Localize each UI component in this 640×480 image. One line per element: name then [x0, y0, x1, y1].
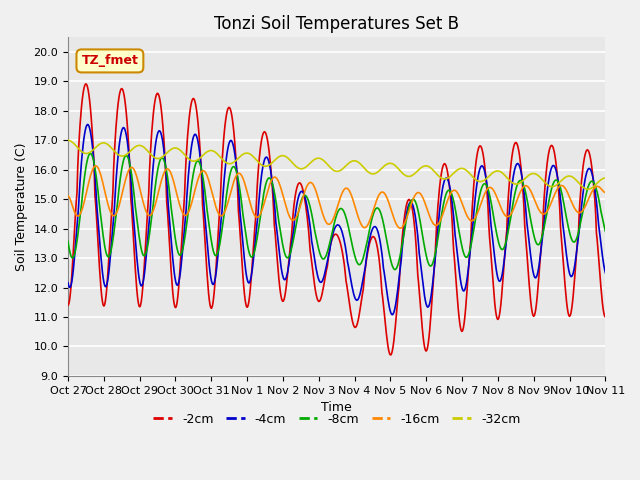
- Y-axis label: Soil Temperature (C): Soil Temperature (C): [15, 143, 28, 271]
- -4cm: [403, 207, 411, 213]
- -4cm: [419, 282, 427, 288]
- -16cm: [130, 166, 138, 172]
- -2cm: [602, 314, 609, 320]
- -32cm: [418, 165, 426, 170]
- -8cm: [184, 208, 192, 214]
- -16cm: [64, 193, 72, 199]
- -32cm: [184, 155, 191, 161]
- Line: -32cm: -32cm: [68, 140, 605, 189]
- Line: -4cm: -4cm: [68, 124, 605, 315]
- Text: TZ_fmet: TZ_fmet: [81, 54, 138, 67]
- -2cm: [213, 253, 221, 259]
- -4cm: [388, 312, 396, 318]
- -4cm: [64, 280, 72, 286]
- -32cm: [584, 186, 592, 192]
- -32cm: [64, 137, 72, 143]
- -8cm: [64, 239, 72, 244]
- -2cm: [64, 302, 72, 308]
- -8cm: [602, 228, 609, 234]
- -16cm: [397, 225, 404, 231]
- -2cm: [184, 124, 192, 130]
- -16cm: [74, 213, 81, 219]
- -16cm: [184, 210, 192, 216]
- -8cm: [391, 266, 399, 272]
- -32cm: [74, 145, 81, 151]
- -16cm: [213, 206, 221, 212]
- -16cm: [419, 195, 427, 201]
- -8cm: [403, 212, 411, 217]
- Title: Tonzi Soil Temperatures Set B: Tonzi Soil Temperatures Set B: [214, 15, 460, 33]
- Line: -8cm: -8cm: [68, 154, 605, 269]
- -32cm: [602, 175, 609, 181]
- -4cm: [84, 121, 92, 127]
- X-axis label: Time: Time: [321, 401, 352, 414]
- -8cm: [86, 151, 94, 156]
- -4cm: [602, 270, 609, 276]
- -32cm: [212, 150, 220, 156]
- -4cm: [184, 173, 192, 179]
- -4cm: [74, 213, 81, 219]
- -8cm: [130, 189, 138, 195]
- -4cm: [213, 264, 221, 270]
- -16cm: [92, 163, 99, 169]
- -2cm: [419, 333, 427, 338]
- -2cm: [387, 352, 395, 358]
- Line: -16cm: -16cm: [68, 166, 605, 228]
- -4cm: [130, 217, 138, 223]
- -8cm: [74, 233, 81, 239]
- -32cm: [402, 173, 410, 179]
- -2cm: [130, 241, 138, 247]
- -2cm: [82, 81, 90, 87]
- -32cm: [129, 145, 137, 151]
- -8cm: [419, 236, 427, 241]
- -2cm: [74, 164, 81, 170]
- Legend: -2cm, -4cm, -8cm, -16cm, -32cm: -2cm, -4cm, -8cm, -16cm, -32cm: [148, 408, 525, 431]
- -16cm: [602, 190, 609, 195]
- -16cm: [403, 213, 411, 219]
- Line: -2cm: -2cm: [68, 84, 605, 355]
- -8cm: [213, 252, 221, 258]
- -2cm: [403, 199, 411, 205]
